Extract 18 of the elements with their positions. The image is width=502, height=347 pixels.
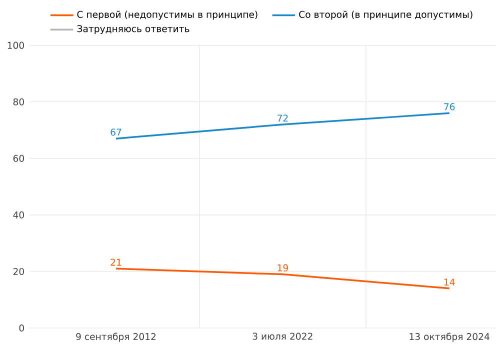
legend-label: С первой (недопустимы в принципе) [77, 10, 258, 20]
data-label: 72 [278, 114, 288, 122]
legend-label: Со второй (в принципе допустимы) [299, 10, 472, 20]
y-tick-label: 80 [13, 98, 24, 106]
legend-label: Затрудняюсь ответить [77, 25, 190, 34]
data-label: 19 [278, 264, 288, 272]
data-label: 21 [110, 258, 122, 266]
y-tick-label: 40 [13, 211, 24, 218]
x-tick-label: 9 сентября 2012 [76, 332, 156, 342]
data-label: 67 [110, 128, 122, 136]
y-tick-label: 60 [13, 154, 24, 162]
data-label: 14 [444, 278, 455, 286]
data-label: 76 [444, 103, 455, 110]
y-tick-label: 100 [8, 42, 24, 49]
y-tick-label: 0 [19, 324, 24, 332]
x-tick-label: 13 октября 2024 [410, 332, 490, 342]
y-tick-label: 20 [13, 268, 24, 275]
x-tick-label: 3 июля 2022 [252, 332, 312, 340]
